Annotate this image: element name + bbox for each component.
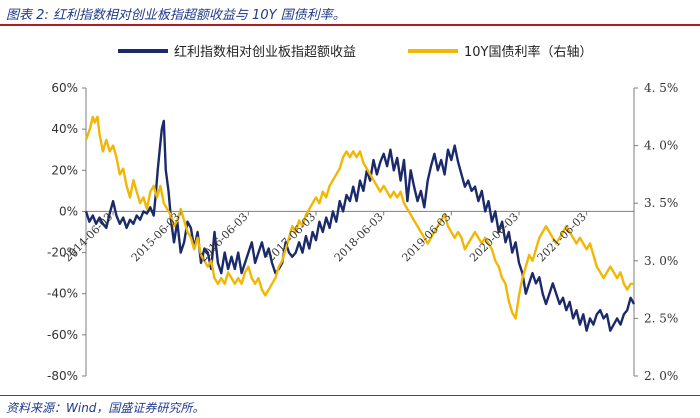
right-tick-label: 3. 5% <box>644 196 678 210</box>
legend-label-excess-return: 红利指数相对创业板指超额收益 <box>174 44 356 60</box>
left-tick-label: 40% <box>51 122 78 136</box>
series-group <box>84 115 636 332</box>
right-tick-label: 2. 5% <box>644 311 678 325</box>
left-tick-label: -60% <box>47 328 78 342</box>
excess-return-line <box>84 119 636 332</box>
right-tick-label: 4. 0% <box>644 139 678 153</box>
legend: 红利指数相对创业板指超额收益 10Y国债利率（右轴） <box>118 44 592 60</box>
title-rule <box>0 24 700 26</box>
right-tick-label: 3. 0% <box>644 254 678 268</box>
bond-yield-line <box>84 115 634 320</box>
left-tick-label: -20% <box>47 246 78 260</box>
figure-source: 资料来源：Wind，国盛证券研究所。 <box>6 401 205 415</box>
legend-label-bond-yield: 10Y国债利率（右轴） <box>464 44 592 60</box>
chart: 红利指数相对创业板指超额收益 10Y国债利率（右轴） -80%-60%-40%-… <box>47 44 678 383</box>
left-tick-label: 0% <box>59 204 78 218</box>
figure-title: 图表 2: 红利指数相对创业板指超额收益与 10Y 国债利率。 <box>6 8 346 23</box>
left-tick-label: -40% <box>47 287 78 301</box>
right-tick-label: 4. 5% <box>644 81 678 95</box>
left-tick-label: 20% <box>51 163 78 177</box>
x-tick-label: 2019-06-03 <box>399 210 453 264</box>
left-tick-label: 60% <box>51 81 78 95</box>
left-tick-label: -80% <box>47 369 78 383</box>
source-rule <box>0 395 700 396</box>
right-tick-label: 2. 0% <box>644 369 678 383</box>
x-tick-label: 2018-06-03 <box>332 210 386 264</box>
axes: -80% -60% -40% -20% 0% 20% 40% 60% 2. 0% 2. 5% 3. … <box>47 81 678 383</box>
